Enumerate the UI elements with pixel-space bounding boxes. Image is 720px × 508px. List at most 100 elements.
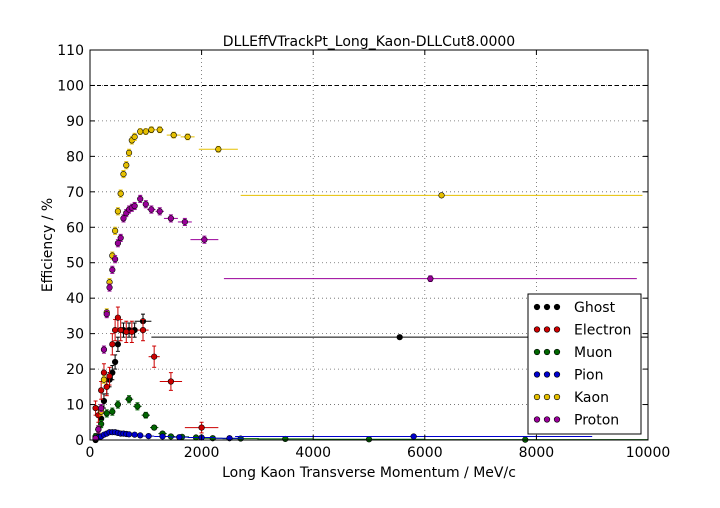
proton-point <box>106 284 113 291</box>
electron-point <box>198 424 205 431</box>
muon-point <box>365 436 373 443</box>
kaon-point <box>117 190 124 197</box>
y-tick-label: 100 <box>57 78 84 94</box>
electron-point <box>109 341 116 348</box>
legend-box <box>527 293 642 435</box>
legend-label-kaon: Kaon <box>574 390 609 406</box>
x-axis-label: Long Kaon Transverse Momentum / MeV/c <box>222 465 516 481</box>
muon-point <box>109 408 116 415</box>
legend-marker-pion <box>533 371 541 378</box>
legend-marker-kaon <box>543 393 551 401</box>
chart-title: DLLEffVTrackPt_Long_Kaon-DLLCut8.0000 <box>223 34 515 50</box>
legend-marker-ghost <box>533 303 541 311</box>
plot-frame <box>89 49 649 441</box>
proton-point <box>137 195 144 203</box>
legend-label-pion: Pion <box>574 368 603 384</box>
y-tick-label: 80 <box>66 149 84 165</box>
y-tick-label: 0 <box>75 433 84 449</box>
legend-marker-pion <box>553 371 561 378</box>
legend-marker-proton <box>543 416 551 423</box>
pion-point <box>131 431 138 438</box>
legend-marker-electron <box>543 326 551 333</box>
proton-point <box>142 201 149 208</box>
ghost-point <box>114 341 121 348</box>
x-tick-label: 0 <box>86 445 95 461</box>
kaon-point <box>112 227 119 234</box>
x-tick-label: 6000 <box>407 445 443 461</box>
legend-label-electron: Electron <box>574 323 631 339</box>
kaon-point <box>125 149 133 156</box>
kaon-point <box>170 131 177 139</box>
electron-point <box>139 326 147 334</box>
legend-marker-muon <box>543 348 551 356</box>
proton-point <box>156 208 163 215</box>
muon-point <box>114 401 121 408</box>
ghost-point <box>112 358 119 366</box>
proton-point <box>95 426 102 433</box>
muon-point <box>103 410 110 417</box>
series-proton <box>92 194 637 442</box>
series-layer <box>92 126 648 444</box>
y-tick-label: 110 <box>57 43 84 59</box>
kaon-point <box>100 376 108 383</box>
legend: Ghost Electron Muon Pion Kaon Proton <box>527 293 642 435</box>
kaon-point <box>114 208 121 215</box>
proton-point <box>181 218 188 226</box>
legend-label-ghost: Ghost <box>574 300 616 316</box>
legend-marker-electron <box>533 326 541 333</box>
proton-point <box>148 206 155 213</box>
kaon-point <box>120 170 127 178</box>
y-tick-label: 30 <box>66 327 84 343</box>
kaon-point <box>148 126 155 133</box>
muon-point <box>282 435 289 443</box>
kaon-point <box>137 128 144 135</box>
pion-point <box>125 431 133 438</box>
legend-marker-muon <box>533 348 541 356</box>
muon-point <box>134 403 141 410</box>
x-tick-label: 10000 <box>626 445 671 461</box>
electron-point <box>100 369 108 376</box>
proton-point <box>100 346 108 353</box>
y-tick-label: 20 <box>66 362 84 378</box>
muon-point <box>125 396 133 403</box>
ghost-point <box>396 334 403 341</box>
pion-point <box>145 433 152 440</box>
kaon-point <box>215 146 222 153</box>
proton-point <box>427 275 434 282</box>
legend-marker-pion <box>543 371 551 378</box>
y-tick-label: 60 <box>66 220 84 236</box>
legend-label-muon: Muon <box>574 345 612 361</box>
proton-point <box>109 266 116 273</box>
proton-point <box>201 236 208 243</box>
legend-label-proton: Proton <box>574 413 619 429</box>
legend-marker-proton <box>533 416 541 423</box>
kaon-point <box>156 126 163 133</box>
proton-point <box>112 256 119 263</box>
kaon-point <box>131 133 138 140</box>
electron-point <box>117 326 124 334</box>
x-tick-label: 4000 <box>295 445 331 461</box>
y-axis-label: Efficiency / % <box>40 198 56 292</box>
electron-point <box>167 378 175 385</box>
proton-point <box>167 215 175 222</box>
proton-point <box>131 202 138 210</box>
pion-point <box>410 433 417 440</box>
legend-marker-electron <box>553 326 561 333</box>
electron-point <box>123 328 130 335</box>
series-electron <box>92 306 219 434</box>
electron-point <box>151 353 158 360</box>
y-tick-label: 50 <box>66 256 84 272</box>
muon-point <box>142 412 149 419</box>
proton-point <box>103 311 110 318</box>
legend-marker-kaon <box>533 393 541 401</box>
electron-point <box>128 328 135 335</box>
legend-marker-ghost <box>553 303 561 311</box>
proton-point <box>98 404 105 412</box>
legend-marker-ghost <box>543 303 551 311</box>
electron-point <box>106 373 113 380</box>
axis-ticks: 0 2000 4000 6000 8000 10000 0 10 20 30 40 50 60 70 80 9… <box>57 43 670 461</box>
electron-point <box>98 387 105 394</box>
pion-point <box>137 432 144 439</box>
